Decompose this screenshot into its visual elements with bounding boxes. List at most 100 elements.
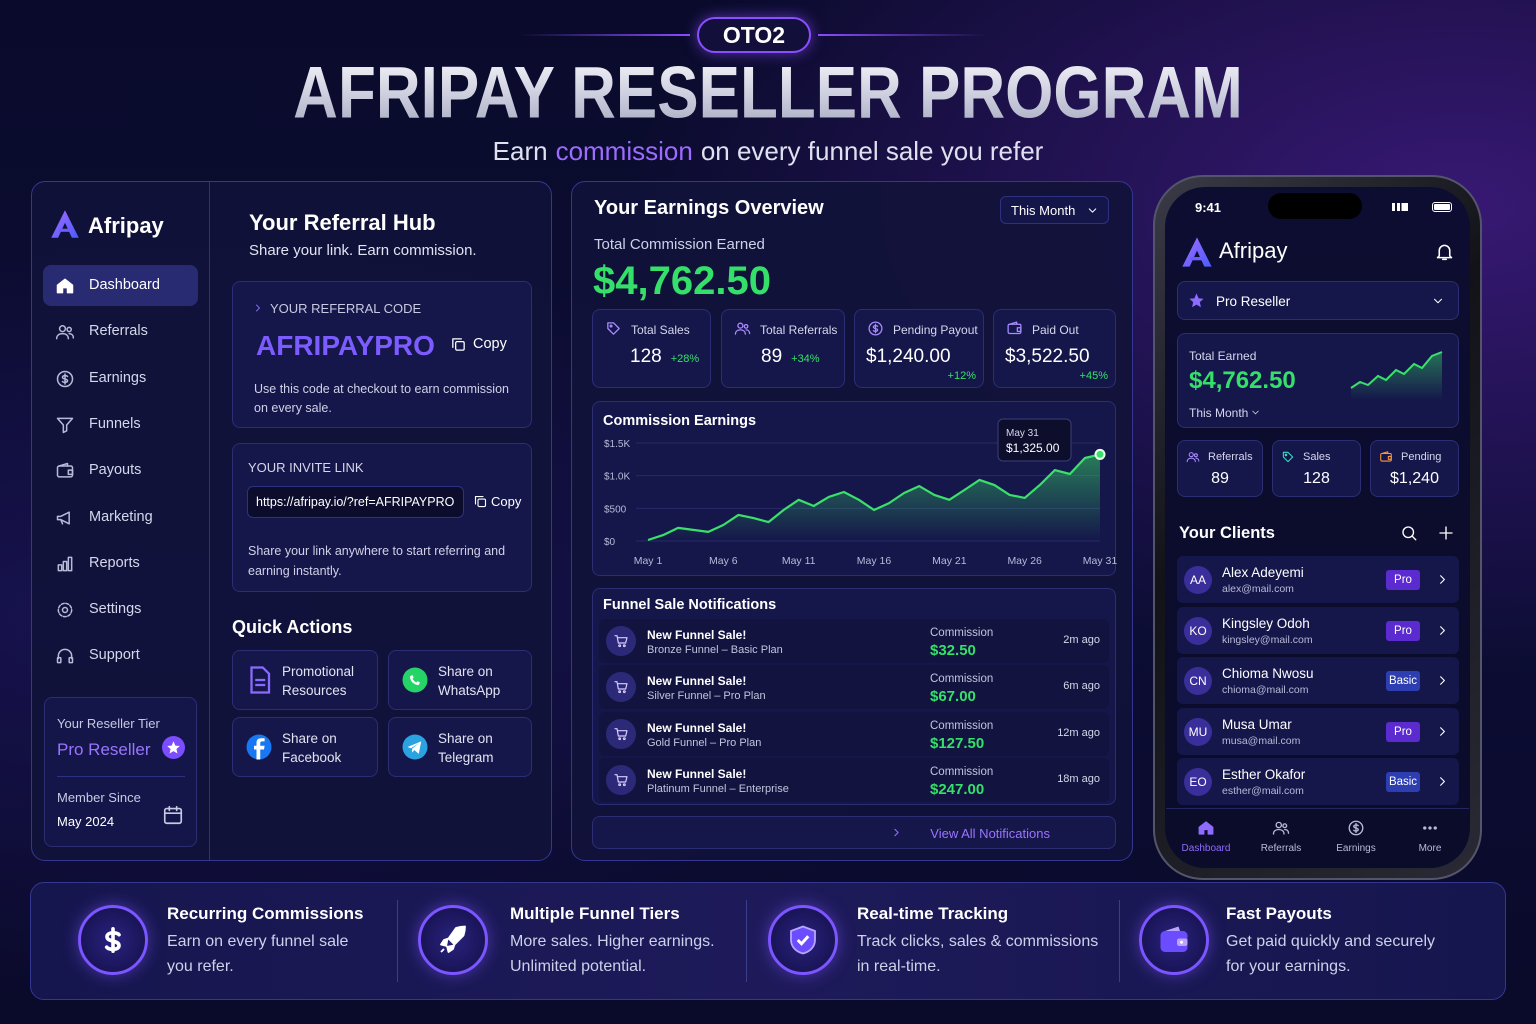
icon-shape bbox=[1351, 352, 1442, 400]
notification-detail: Gold Funnel – Pro Plan bbox=[647, 736, 762, 749]
icon-shape bbox=[614, 774, 628, 783]
icon-shape bbox=[1252, 410, 1259, 415]
commission-value: $127.50 bbox=[930, 734, 985, 752]
icon-shape bbox=[104, 926, 121, 954]
icon-shape bbox=[894, 828, 899, 837]
icon-shape bbox=[1423, 826, 1427, 830]
icon-shape bbox=[250, 666, 271, 694]
stat-value: $1,240.00 bbox=[866, 346, 951, 367]
commission-label: Commission bbox=[930, 719, 994, 732]
icon-shape bbox=[58, 325, 67, 333]
tab-label[interactable]: Earnings bbox=[1336, 843, 1376, 854]
stat-icon bbox=[734, 322, 751, 335]
notification-detail: Platinum Funnel – Enterprise bbox=[647, 783, 789, 796]
icon-shape bbox=[1275, 821, 1283, 829]
nav-icon bbox=[56, 462, 74, 478]
tier-label: Your Reseller Tier bbox=[57, 716, 160, 731]
icon-shape bbox=[1381, 451, 1392, 460]
icon-shape bbox=[1411, 535, 1417, 541]
tooltip-value: $1,325.00 bbox=[1006, 441, 1060, 455]
icon-shape bbox=[474, 495, 484, 505]
icon-shape bbox=[1353, 822, 1359, 834]
stat-change: +28% bbox=[670, 353, 700, 365]
tier-card bbox=[44, 697, 197, 847]
nav-label: Funnels bbox=[89, 415, 141, 432]
client-email: kingsley@mail.com bbox=[1222, 633, 1313, 646]
earnings-title: Your Earnings Overview bbox=[594, 197, 824, 219]
quick-actions-title: Quick Actions bbox=[232, 617, 353, 637]
stat-label: Pending Payout bbox=[893, 323, 978, 337]
icon-shape bbox=[1160, 931, 1188, 952]
avatar bbox=[1184, 667, 1212, 696]
avatar-initials: AA bbox=[1189, 573, 1206, 587]
tab-icon bbox=[1198, 821, 1214, 835]
client-email: alex@mail.com bbox=[1222, 583, 1294, 595]
nav-label: Settings bbox=[89, 601, 142, 618]
plus-icon bbox=[1439, 526, 1453, 540]
main-title: AFRIPAY RESELLER PROGRAM bbox=[0, 47, 1536, 141]
notification-time: 12m ago bbox=[1057, 726, 1100, 739]
copy-button[interactable]: Copy bbox=[473, 336, 507, 352]
avatar bbox=[1184, 717, 1212, 746]
tab-label[interactable]: Dashboard bbox=[1181, 843, 1231, 854]
feature-icon bbox=[104, 926, 121, 954]
icon-shape bbox=[1195, 457, 1200, 462]
avatar bbox=[1184, 566, 1212, 594]
member-value: May 2024 bbox=[57, 814, 115, 829]
stat-value: 89 bbox=[761, 346, 783, 367]
line bbox=[647, 453, 1101, 542]
icon-shape bbox=[618, 690, 622, 694]
copy-icon bbox=[452, 338, 465, 351]
icon-shape bbox=[56, 657, 62, 664]
feature-text: Get paid quickly and securely for your e… bbox=[1226, 933, 1435, 975]
stat-card bbox=[993, 309, 1116, 388]
tab-label[interactable]: More bbox=[1418, 843, 1442, 854]
subtitle-text: on every funnel sale you refer bbox=[700, 136, 1044, 166]
chart-title: Commission Earnings bbox=[603, 413, 756, 429]
view-all-button[interactable] bbox=[592, 816, 1116, 849]
icon-shape bbox=[440, 925, 466, 953]
tooltip bbox=[997, 418, 1072, 462]
plan-badge: Pro bbox=[1386, 570, 1420, 590]
notification-detail: Silver Funnel – Pro Plan bbox=[647, 690, 766, 703]
icon-shape bbox=[56, 465, 74, 478]
stat-value: $3,522.50 bbox=[1005, 346, 1090, 367]
client-name: Esther Okafor bbox=[1222, 767, 1306, 783]
icon-shape bbox=[56, 417, 74, 434]
icon-shape bbox=[1180, 940, 1183, 944]
icon-shape bbox=[1440, 575, 1445, 584]
link-input[interactable] bbox=[247, 486, 464, 518]
plan-badge: Pro bbox=[1386, 620, 1420, 641]
action-label: Share on Telegram bbox=[438, 731, 494, 765]
tier-select[interactable] bbox=[1177, 281, 1459, 320]
icon-shape bbox=[1008, 321, 1022, 332]
copy-icon bbox=[474, 495, 487, 508]
notification-row bbox=[599, 619, 1109, 663]
subtitle-highlight: commission bbox=[555, 136, 693, 166]
action-icon bbox=[246, 734, 272, 760]
icon-shape bbox=[56, 510, 70, 525]
client-name: Musa Umar bbox=[1222, 716, 1292, 732]
nav-icon bbox=[56, 648, 74, 664]
nav-icon bbox=[56, 278, 74, 294]
total-label: Total Commission Earned bbox=[594, 236, 765, 253]
icon-shape bbox=[1436, 244, 1453, 261]
icon-shape bbox=[68, 333, 75, 339]
bell-icon bbox=[1436, 244, 1453, 261]
feature-title: Multiple Funnel Tiers bbox=[510, 904, 680, 923]
icon-shape bbox=[1440, 726, 1445, 736]
subtitle: Earn commission on every funnel sale you r… bbox=[0, 136, 1536, 167]
commission-value: $32.50 bbox=[930, 642, 976, 659]
cart-icon bbox=[614, 635, 628, 648]
line-chart: Commission Earnings $0 $500 $1.0K $1.5K May 1… bbox=[603, 413, 1117, 567]
tab-label[interactable]: Referrals bbox=[1260, 843, 1302, 854]
icon-shape bbox=[872, 323, 879, 334]
copy-button[interactable]: Copy bbox=[491, 494, 522, 509]
divider bbox=[1119, 900, 1120, 982]
client-email: esther@mail.com bbox=[1222, 785, 1304, 798]
view-all-label: View All Notifications bbox=[930, 826, 1050, 841]
avatar-initials: KO bbox=[1189, 623, 1207, 638]
stat-label: Sales bbox=[1303, 451, 1331, 463]
y-tick-label: $500 bbox=[604, 504, 627, 515]
y-tick-label: $1.5K bbox=[604, 439, 630, 450]
